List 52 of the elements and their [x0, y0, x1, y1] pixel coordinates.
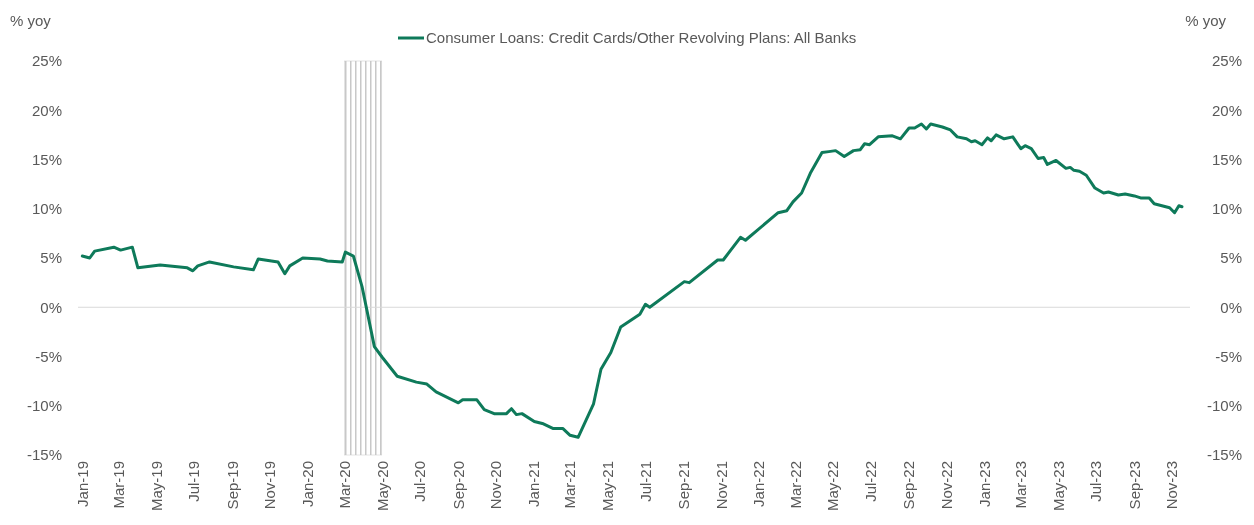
y-tick-label: -5% — [35, 347, 62, 365]
x-tick-label: Nov-23 — [1163, 461, 1181, 510]
y-axis-title: % yoy — [10, 12, 52, 29]
legend-label: Consumer Loans: Credit Cards/Other Revolving Plans: All Banks — [426, 29, 857, 47]
x-tick-label: Jan-22 — [750, 461, 768, 507]
x-tick-label: Nov-21 — [712, 461, 730, 510]
y2-tick-label: 25% — [1211, 52, 1242, 70]
x-tick-label: Nov-20 — [487, 461, 505, 510]
y-tick-label: 15% — [31, 150, 62, 168]
x-tick-label: May-20 — [373, 461, 391, 512]
x-tick-label: Mar-19 — [110, 461, 127, 509]
x-tick-label: May-19 — [147, 461, 165, 512]
x-tick-label: Sep-21 — [674, 461, 692, 510]
x-tick-label: Jan-19 — [73, 461, 91, 507]
x-tick-label: Jul-23 — [1087, 461, 1105, 502]
y2-tick-label: 10% — [1211, 200, 1242, 217]
x-tick-label: Jul-19 — [185, 461, 203, 502]
y-tick-label: 25% — [31, 52, 62, 70]
y-tick-label: 10% — [31, 200, 62, 217]
y2-tick-label: 0% — [1220, 298, 1242, 316]
x-tick-label: Mar-21 — [561, 461, 579, 509]
x-tick-label: Jan-20 — [298, 461, 316, 507]
x-tick-label: Sep-22 — [900, 461, 918, 510]
x-tick-label: Sep-23 — [1125, 461, 1143, 510]
x-tick-label: Jan-21 — [524, 461, 542, 507]
y2-tick-label: -15% — [1206, 446, 1242, 464]
y2-tick-label: 5% — [1220, 249, 1242, 267]
y2-tick-label: 15% — [1211, 150, 1242, 168]
x-tick-label: Jul-20 — [411, 461, 429, 502]
x-tick-label: Nov-22 — [937, 461, 955, 510]
x-tick-label: Sep-19 — [223, 461, 241, 510]
x-tick-label: May-23 — [1049, 461, 1067, 512]
x-tick-label: Nov-19 — [261, 461, 279, 510]
x-tick-label: Jul-22 — [862, 461, 880, 502]
y2-tick-label: -10% — [1206, 397, 1242, 414]
x-tick-label: Mar-20 — [335, 461, 353, 509]
y-tick-label: 0% — [40, 298, 62, 316]
x-tick-label: Jul-21 — [636, 461, 654, 502]
x-tick-label: Mar-22 — [786, 461, 804, 509]
y2-tick-label: 20% — [1211, 101, 1242, 119]
x-tick-label: Jan-23 — [975, 461, 993, 507]
x-tick-label: Mar-23 — [1012, 461, 1030, 509]
x-tick-label: May-21 — [599, 461, 617, 512]
y2-tick-label: -5% — [1215, 347, 1242, 365]
line-series — [80, 122, 1184, 439]
y-tick-label: -15% — [26, 446, 62, 464]
y-tick-label: -10% — [26, 397, 62, 414]
y2-axis-title: % yoy — [1185, 12, 1227, 29]
x-tick-label: May-22 — [824, 461, 842, 512]
x-tick-label: Sep-20 — [449, 461, 467, 510]
y-tick-label: 5% — [40, 249, 62, 267]
y-tick-label: 20% — [31, 101, 62, 119]
